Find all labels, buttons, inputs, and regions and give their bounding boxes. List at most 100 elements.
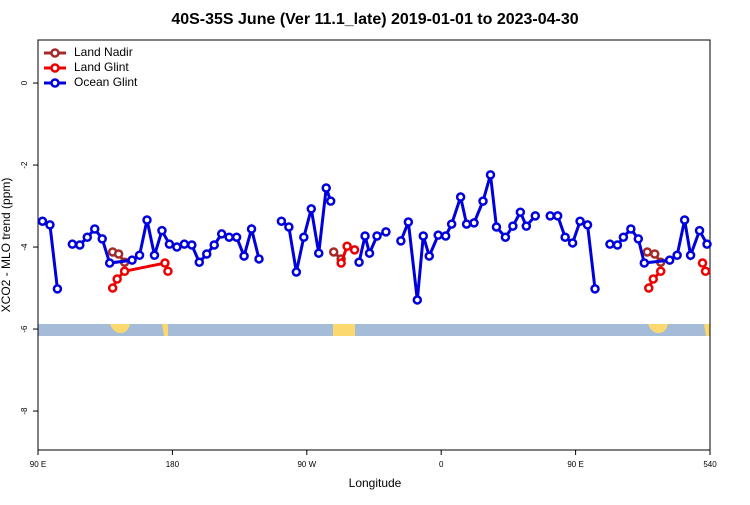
x-tick-label: 90 W [297,460,316,469]
point [349,245,360,255]
y-tick-label: -8 [20,407,29,415]
point [306,204,317,214]
x-tick-label: 0 [439,460,444,469]
point [697,258,708,268]
point [644,283,654,293]
point [648,274,659,284]
point [575,216,585,226]
legend-marker [50,48,60,58]
point [134,250,145,260]
land-blob [648,324,668,334]
y-axis-label: XCO2 - MLO trend (ppm) [0,178,13,313]
land-blob [704,324,710,336]
point [299,232,309,242]
land-band [38,324,710,336]
land-blob [333,324,355,336]
point [679,215,690,225]
point [485,170,496,180]
point [179,239,190,249]
point [672,250,682,260]
point [649,249,660,259]
x-tick-label: 90 E [567,460,583,469]
point [160,258,170,268]
point [37,216,48,226]
point [418,231,429,241]
y-tick-label: -6 [20,325,29,333]
point [440,231,451,241]
point [372,231,382,241]
point [664,255,675,265]
point [612,240,623,250]
point [149,250,160,260]
point [172,242,182,252]
point [633,234,644,244]
legend-label: Land Glint [74,60,129,74]
point [424,251,435,261]
point [276,216,287,226]
point [530,211,541,221]
point [552,211,563,221]
point [127,255,137,265]
point [618,232,629,242]
x-tick-label: 180 [166,460,180,469]
point [75,240,85,250]
point [336,258,346,268]
point [321,183,331,193]
point [209,240,219,250]
point [491,222,502,232]
point [187,240,197,250]
legend-label: Land Nadir [74,45,133,59]
point [360,231,370,241]
point [325,196,336,206]
point [478,196,488,206]
land-strip [38,324,710,336]
legend-label: Ocean Glint [74,75,138,89]
point [97,234,107,244]
point [521,221,532,231]
legend-marker [50,63,60,73]
point [455,192,466,202]
point [194,257,205,267]
point [201,249,212,259]
chart-title: 40S-35S June (Ver 11.1_late) 2019-01-01 … [171,11,578,28]
point [313,248,324,258]
series-line [111,244,707,289]
point [545,211,555,221]
point [119,266,130,276]
point [52,284,63,294]
point [82,232,93,242]
point [354,257,364,267]
point [89,224,100,234]
y-tick-label: -4 [20,243,29,251]
land-blob [162,324,168,336]
point [469,218,479,228]
point [328,247,339,257]
point [45,220,55,230]
point [113,249,124,259]
point [216,229,227,239]
point [67,239,78,249]
point [364,248,375,258]
point [626,224,636,234]
point [567,238,578,248]
point [164,239,175,249]
point [639,258,650,268]
point [702,239,712,249]
point [231,232,242,242]
point [655,266,666,276]
point [104,258,115,268]
point [500,232,511,242]
y-tick-label: 0 [20,80,29,85]
point [412,295,423,305]
point [560,232,570,242]
point [642,247,653,257]
point [284,222,294,232]
point [157,225,167,236]
point [446,219,457,229]
y-tick-label: -2 [20,161,29,169]
point [163,266,173,276]
point [246,224,257,234]
point [508,221,518,231]
x-tick-label: 540 [703,460,717,469]
